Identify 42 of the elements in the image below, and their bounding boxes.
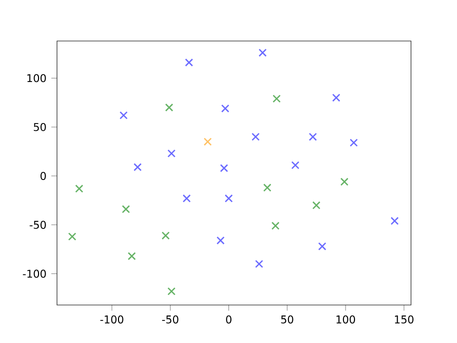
x-tick-label: -100 <box>100 315 124 324</box>
y-tick-label: -100 <box>22 270 46 278</box>
x-tick-label: 50 <box>281 315 294 324</box>
point <box>167 149 176 158</box>
x-tick-label: -50 <box>162 315 178 324</box>
point <box>220 164 228 172</box>
y-tick-label: 100 <box>27 74 46 82</box>
point <box>162 232 170 240</box>
point <box>291 161 300 170</box>
point <box>134 163 142 172</box>
point <box>165 103 174 112</box>
point <box>75 184 84 193</box>
point <box>271 222 280 230</box>
point <box>272 94 281 103</box>
point <box>167 287 176 296</box>
x-tick-label: 100 <box>336 315 356 324</box>
x-tick-label: 0 <box>226 315 232 324</box>
point <box>252 132 260 141</box>
point <box>128 252 136 260</box>
point <box>390 216 399 225</box>
point <box>184 58 194 67</box>
point <box>224 194 233 202</box>
point <box>332 94 340 102</box>
point <box>68 232 76 241</box>
point <box>308 132 317 141</box>
point <box>182 194 191 202</box>
point <box>120 111 128 120</box>
y-tick-label: 50 <box>34 123 46 132</box>
point <box>216 236 225 245</box>
point <box>204 138 212 146</box>
x-tick-label: 150 <box>394 315 414 324</box>
point <box>263 184 272 192</box>
point <box>318 242 326 250</box>
point <box>255 260 264 268</box>
point <box>122 205 130 214</box>
y-tick-label: 0 <box>40 172 46 180</box>
point <box>312 201 320 210</box>
point <box>258 48 267 57</box>
y-tick-label: -50 <box>30 220 46 229</box>
point <box>340 178 348 186</box>
point <box>350 138 358 147</box>
point <box>221 104 230 113</box>
